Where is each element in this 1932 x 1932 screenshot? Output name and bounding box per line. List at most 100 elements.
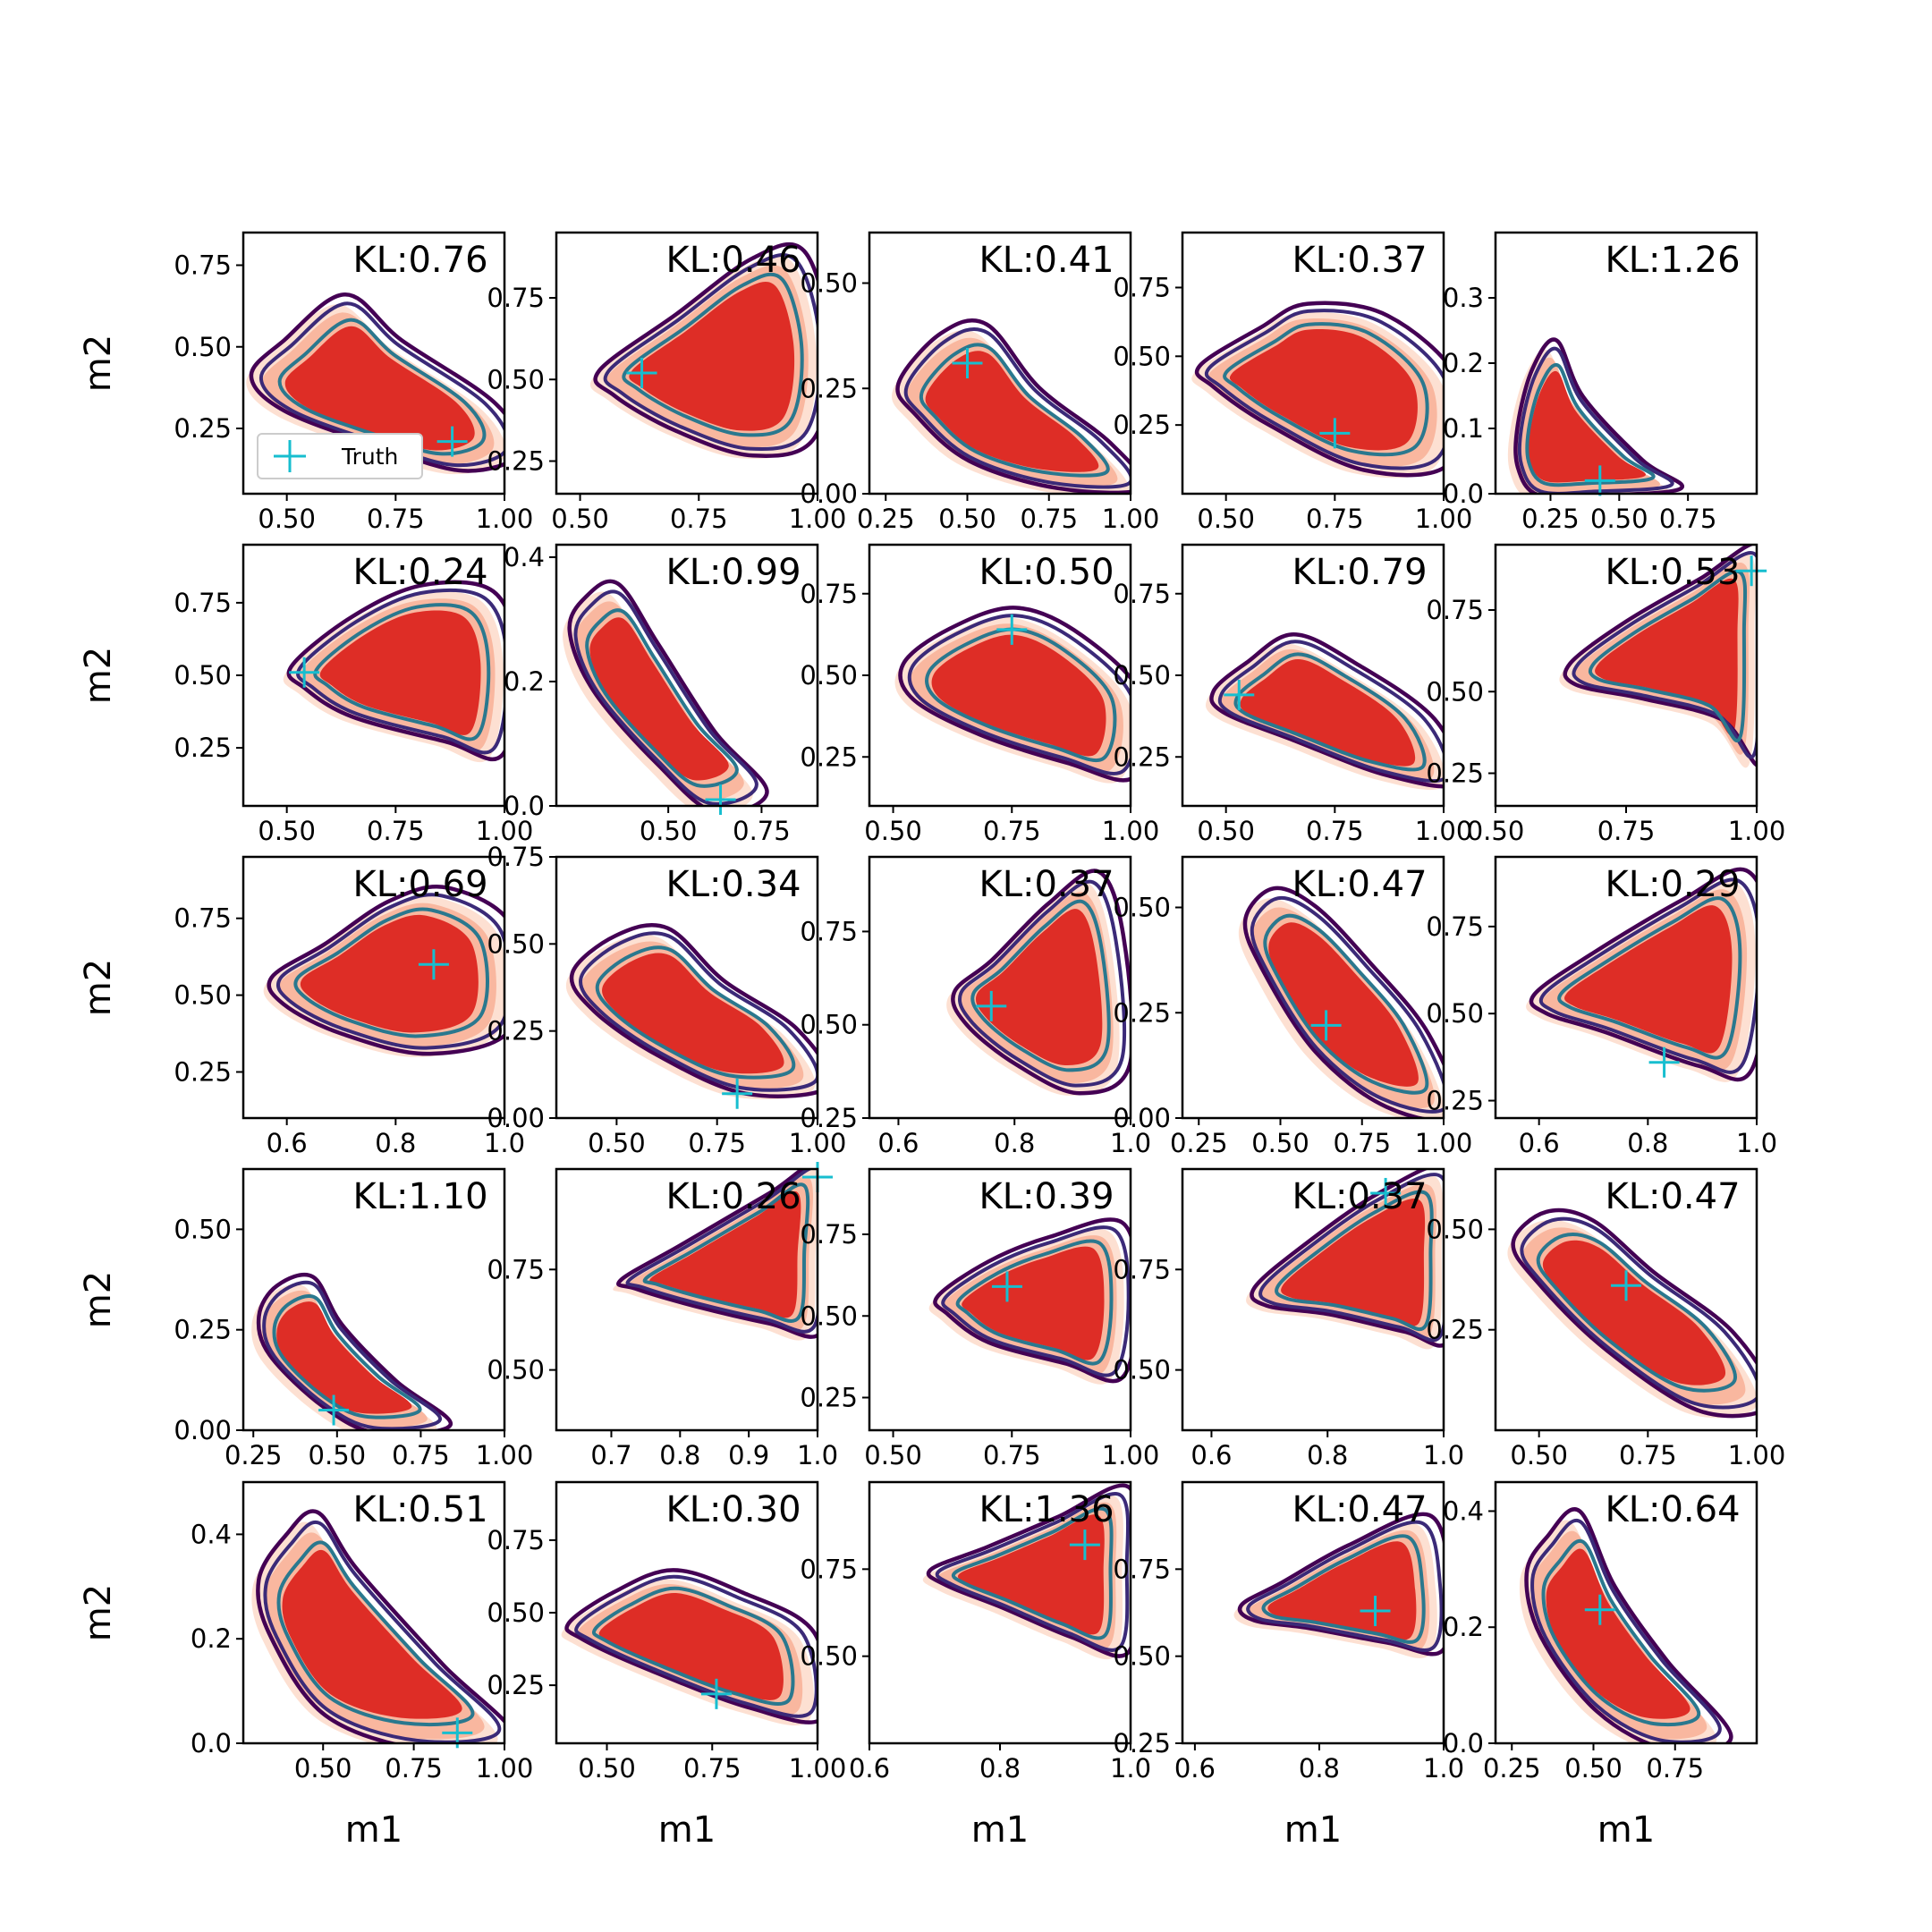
- y-tick-label: 0.75: [487, 1254, 545, 1284]
- contour-outer: [286, 580, 504, 762]
- panel-plot-area: [1559, 545, 1757, 768]
- x-tick-label: 0.75: [983, 1440, 1041, 1470]
- y-tick-label: 0.00: [174, 1415, 232, 1445]
- x-tick-label: 0.9: [728, 1440, 769, 1470]
- contour-outer: [567, 579, 769, 806]
- x-tick-label: 0.75: [385, 1753, 443, 1784]
- panel-frame: [242, 1167, 506, 1432]
- panel-frame: [1494, 855, 1758, 1120]
- contour-outer: [1194, 301, 1444, 478]
- panel-frame: [1181, 1480, 1445, 1745]
- contour-inner: [591, 1586, 795, 1706]
- y-tick-label: 0.50: [800, 268, 858, 299]
- density-fill-inner: [1240, 659, 1416, 767]
- x-tick-label: 0.6: [877, 1128, 919, 1158]
- kl-annotation: KL:0.30: [665, 1489, 801, 1530]
- panel-plot-area: [928, 1217, 1131, 1385]
- panel-frame: [1181, 1167, 1445, 1432]
- density-fill-inner: [319, 610, 481, 735]
- x-tick-label: 0.75: [1619, 1440, 1677, 1470]
- panel-plot-area: [561, 1568, 818, 1726]
- y-tick-label: 0.0: [191, 1728, 232, 1758]
- y-tick-label: 0.50: [487, 928, 545, 959]
- panel-plot-area: [1246, 1169, 1444, 1350]
- kl-annotation: KL:0.99: [665, 552, 801, 593]
- x-tick-label: 0.50: [578, 1753, 636, 1784]
- x-tick-label: 1.00: [476, 1440, 534, 1470]
- y-tick-label: 0.25: [800, 1383, 858, 1413]
- y-tick-label: 0.75: [1113, 1554, 1171, 1584]
- panel-plot-area: [892, 318, 1131, 494]
- kl-annotation: KL:1.10: [352, 1176, 487, 1217]
- panel-plot-area: [563, 579, 769, 806]
- y-tick-label: 0.50: [800, 1301, 858, 1331]
- x-tick-label: 0.50: [588, 1128, 646, 1158]
- contour-outer: [593, 242, 818, 459]
- y-tick-label: 0.50: [174, 660, 232, 691]
- panel-5: 0.25 0.50 0.75 0.0 0.1 0.2 0.3 KL:1.26: [1443, 231, 1758, 534]
- x-tick-label: 0.8: [1307, 1440, 1348, 1470]
- panel-plot-area: [251, 1509, 504, 1743]
- y-axis-label: m2: [78, 959, 119, 1016]
- contour-outer: [256, 1272, 453, 1430]
- density-fill-inner: [925, 351, 1099, 472]
- kl-annotation: KL:0.47: [1292, 864, 1427, 905]
- x-tick-label: 1.00: [1102, 816, 1160, 846]
- panel-plot-area: [1191, 301, 1444, 479]
- contour-outer: [564, 1568, 818, 1724]
- contour-mid: [1572, 551, 1757, 759]
- x-tick-label: 0.75: [1646, 1753, 1704, 1784]
- y-tick-label: 0.75: [800, 1554, 858, 1584]
- x-axis-label: m1: [1597, 1809, 1655, 1851]
- density-fill-inner: [284, 326, 475, 451]
- x-tick-label: 0.50: [864, 816, 922, 846]
- y-tick-label: 0.75: [800, 916, 858, 946]
- kl-annotation: KL:0.69: [352, 864, 487, 905]
- x-tick-label: 0.75: [733, 816, 791, 846]
- density-fill-inner: [1564, 905, 1733, 1054]
- contour-inner: [293, 907, 489, 1038]
- contour-inner: [1588, 569, 1748, 742]
- y-tick-label: 0.75: [1426, 911, 1484, 942]
- y-axis-label: m2: [78, 647, 119, 704]
- x-tick-label: 0.50: [1510, 1440, 1568, 1470]
- panel-frame: [1181, 231, 1445, 496]
- x-tick-label: 0.75: [983, 816, 1041, 846]
- y-axis-label: m2: [78, 1271, 119, 1328]
- kl-annotation: KL:0.29: [1605, 864, 1740, 905]
- x-tick-label: 0.6: [267, 1128, 308, 1158]
- contour-mid: [625, 1169, 818, 1334]
- y-tick-label: 0.25: [1113, 997, 1171, 1028]
- y-tick-label: 0.25: [1113, 741, 1171, 772]
- x-tick-label: 0.50: [258, 816, 316, 846]
- contour-outer: [256, 1509, 504, 1743]
- y-tick-label: 0.2: [1443, 348, 1484, 378]
- panel-plot-area: [589, 242, 818, 459]
- contour-inner: [1275, 1190, 1434, 1332]
- panel-plot-area: [1205, 632, 1444, 791]
- kl-annotation: KL:0.26: [665, 1176, 801, 1217]
- x-tick-label: 0.6: [1519, 1128, 1560, 1158]
- x-axis-label: m1: [1284, 1809, 1342, 1851]
- contour-mid: [263, 1520, 502, 1743]
- contour-outer: [926, 1483, 1131, 1658]
- y-tick-label: 0.25: [1426, 758, 1484, 789]
- x-tick-label: 0.50: [1590, 504, 1648, 534]
- x-tick-label: 0.6: [849, 1753, 890, 1784]
- x-tick-label: 0.8: [1627, 1128, 1668, 1158]
- contour-mid: [275, 893, 504, 1050]
- panel-frame: [1494, 1480, 1758, 1745]
- contour-mid: [1538, 877, 1757, 1074]
- x-tick-label: 1.00: [476, 504, 534, 534]
- contour-outer: [898, 606, 1131, 783]
- y-tick-label: 0.25: [1113, 1728, 1171, 1758]
- y-tick-label: 0.25: [1426, 1315, 1484, 1345]
- density-fill-inner: [1229, 329, 1418, 451]
- panel-plot-area: [1507, 337, 1685, 494]
- x-tick-label: 0.25: [225, 1440, 283, 1470]
- y-tick-label: 0.25: [487, 1670, 545, 1700]
- panel-plot-area: [246, 292, 504, 475]
